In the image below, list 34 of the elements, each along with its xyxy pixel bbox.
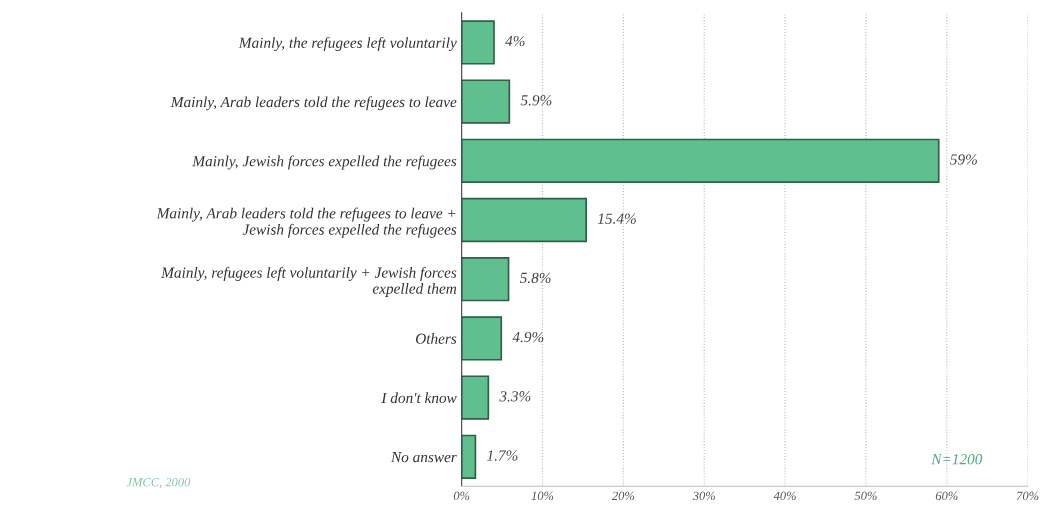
y-tick-label: Mainly, the refugees left voluntarily	[238, 37, 457, 52]
x-tick-label: 60%	[935, 491, 958, 501]
x-tick-label: 70%	[1016, 491, 1039, 501]
y-tick-label: Mainly, Arab leaders told the refugees to leave	[170, 96, 457, 111]
bar	[461, 257, 510, 302]
x-tick-label: 40%	[773, 491, 796, 501]
bar	[461, 316, 503, 361]
data-label: 3.3%	[499, 391, 531, 402]
bar	[461, 20, 495, 65]
y-tick-label: Mainly, Arab leaders told the refugees to leave + Jewish forces expelled the refugees	[156, 207, 457, 238]
bar	[461, 375, 490, 420]
y-tick-label: Others	[415, 333, 457, 344]
data-label: 5.8%	[519, 272, 551, 284]
bar	[461, 79, 511, 124]
bar	[461, 434, 477, 479]
text: JMCC, 2000	[126, 477, 191, 489]
data-label: 4%	[505, 35, 525, 47]
data-label: 15.4%	[597, 213, 636, 224]
bar	[461, 197, 588, 243]
x-tick-label: 20%	[611, 491, 635, 501]
y-tick-label: I don't know	[381, 392, 457, 404]
y-tick-label: Mainly, Jewish forces expelled the refugees	[192, 155, 457, 170]
data-label: 59%	[950, 154, 977, 165]
x-tick-label: 50%	[854, 491, 877, 501]
data-label: 5.9%	[520, 95, 552, 106]
y-tick-label: No answer	[390, 452, 457, 463]
data-label: 4.9%	[512, 331, 544, 343]
x-tick-label: 10%	[531, 491, 554, 501]
bar	[461, 138, 940, 183]
x-tick-label: 30%	[692, 491, 715, 501]
y-tick-label: Mainly, refugees left voluntarily + Jewish forces expelled them	[161, 266, 457, 297]
data-label: 1.7%	[487, 450, 518, 461]
annotation: N=1200	[931, 454, 983, 465]
x-tick-label: 0%	[453, 491, 470, 501]
